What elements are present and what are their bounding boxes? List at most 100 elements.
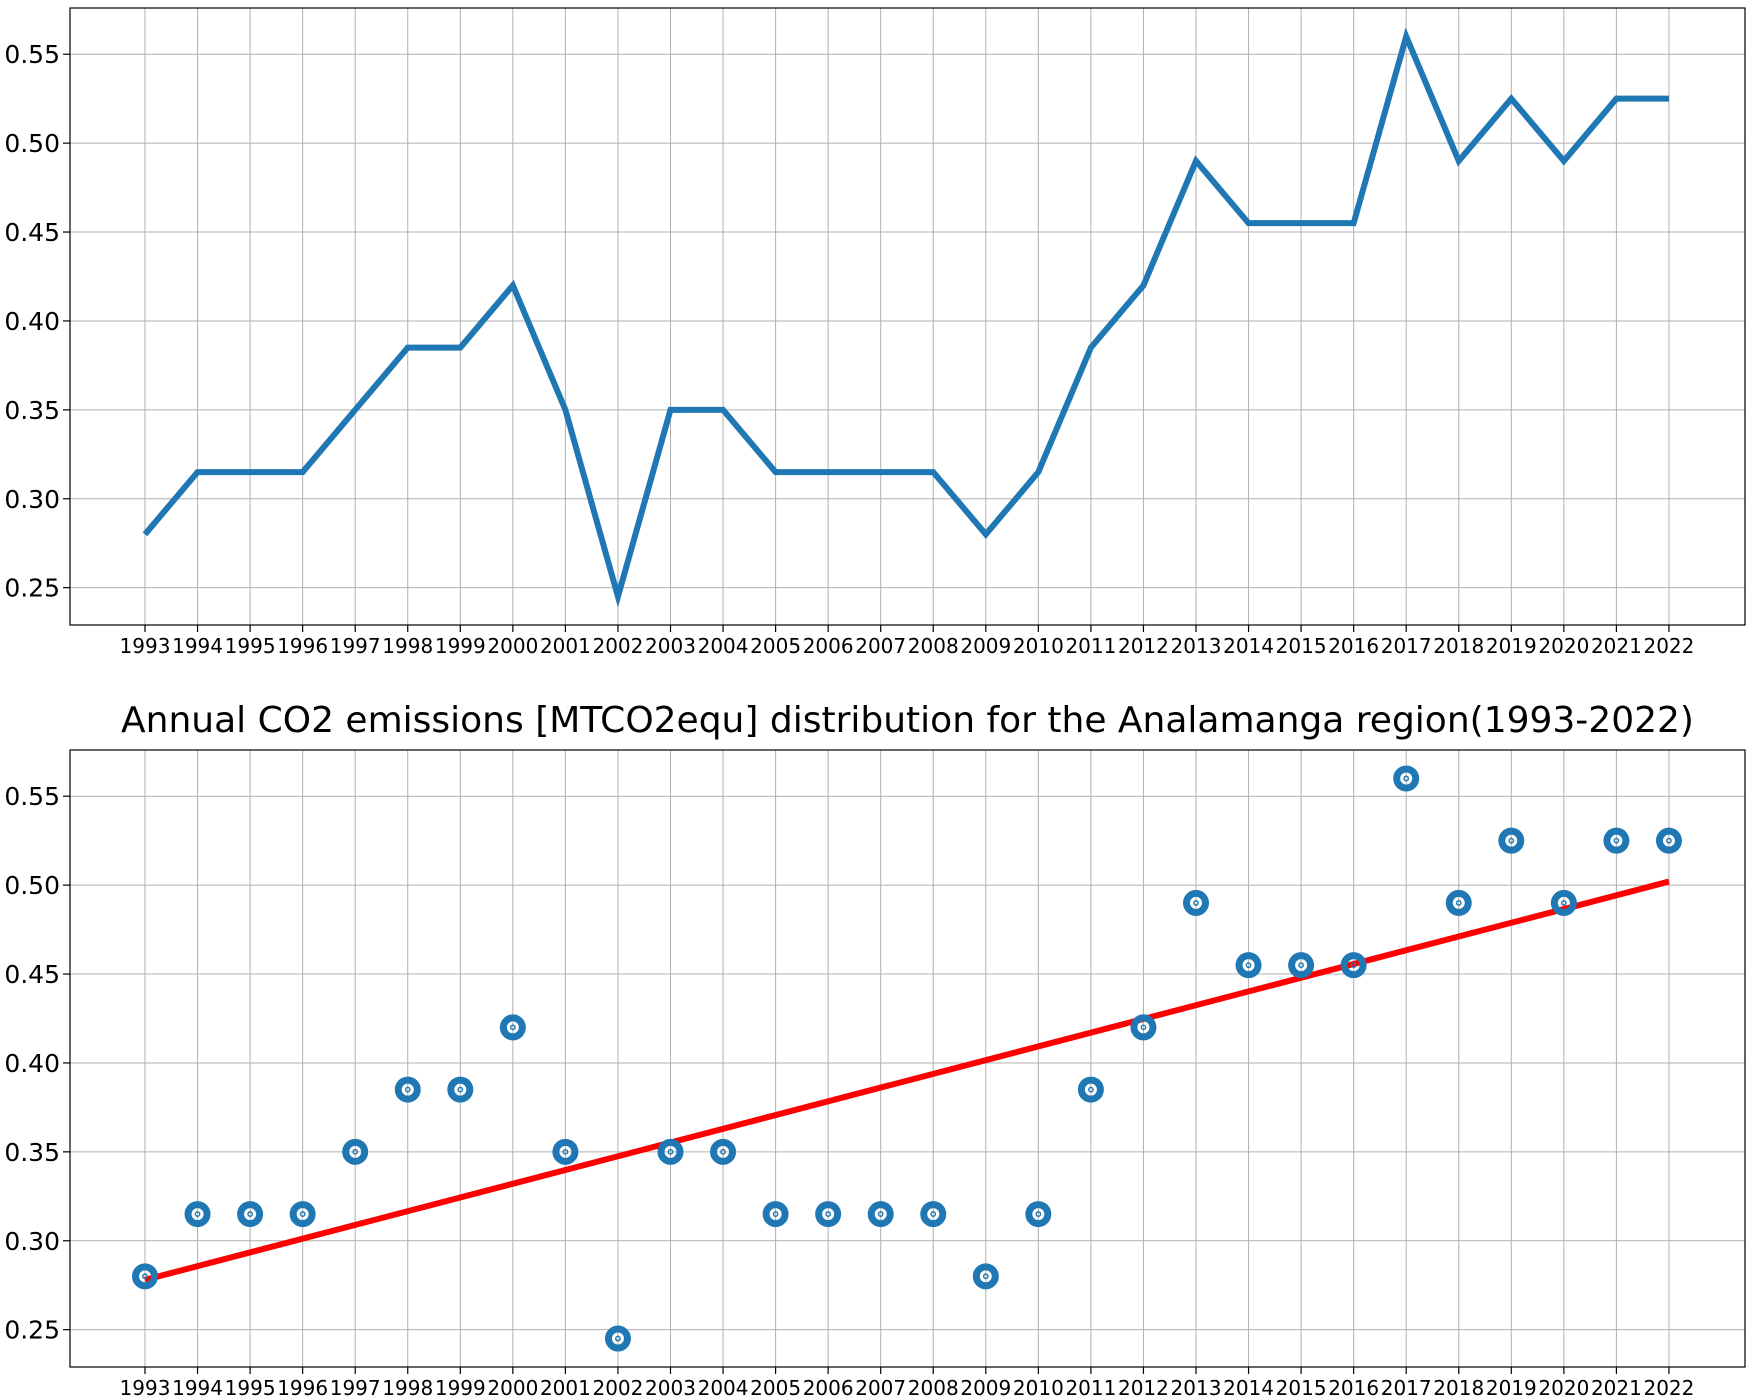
scatter-point-center	[194, 1211, 201, 1217]
scatter-point-center	[1613, 837, 1620, 844]
scatter-point	[289, 1201, 316, 1228]
scatter-point	[710, 1138, 737, 1165]
scatter-point	[815, 1201, 842, 1228]
y-axis: 0.25 0.30 0.35 0.40 0.45 0.50 0.55	[4, 782, 70, 1345]
grid	[70, 8, 1745, 625]
x-tick-label: 1997	[330, 634, 381, 658]
y-axis: 0.25 0.30 0.35 0.40 0.45 0.50 0.55	[4, 40, 70, 603]
x-tick-label: 2022	[1643, 1376, 1694, 1399]
x-tick-label: 2000	[487, 1376, 538, 1399]
chart-title: Annual CO2 emissions [MTCO2equ] distribu…	[121, 700, 1694, 741]
x-tick-label: 2015	[1276, 1376, 1327, 1399]
scatter-point-center	[720, 1148, 726, 1155]
scatter-point-center	[930, 1211, 937, 1217]
x-tick-label: 2001	[540, 1376, 591, 1399]
scatter-point	[1130, 1014, 1157, 1041]
x-tick-label: 2005	[750, 634, 801, 658]
y-tick-label: 0.25	[4, 1316, 60, 1345]
scatter-point	[1025, 1201, 1052, 1228]
x-tick-label: 2019	[1486, 634, 1537, 658]
x-tick-label: 2022	[1643, 634, 1694, 658]
x-tick-label: 2003	[645, 1376, 696, 1399]
scatter-point	[447, 1076, 474, 1103]
x-tick-label: 2021	[1591, 1376, 1642, 1399]
x-tick-label: 1996	[277, 1376, 328, 1399]
scatter-point-center	[1508, 837, 1515, 844]
scatter-point	[1077, 1076, 1104, 1103]
x-tick-label: 1999	[435, 634, 486, 658]
x-tick-label: 2012	[1118, 634, 1169, 658]
scatter-point-center	[562, 1148, 569, 1155]
x-tick-label: 2002	[592, 1376, 643, 1399]
x-tick-label: 2010	[1013, 1376, 1064, 1399]
scatter-point-center	[825, 1211, 832, 1217]
y-tick-label: 0.40	[4, 307, 60, 336]
scatter-point	[1288, 952, 1315, 979]
y-tick-label: 0.25	[4, 574, 60, 603]
y-tick-label: 0.35	[4, 1138, 60, 1167]
x-tick-label: 2003	[645, 634, 696, 658]
x-tick-label: 2013	[1171, 634, 1222, 658]
x-tick-label: 2018	[1433, 1376, 1484, 1399]
x-tick-label: 2007	[855, 1376, 906, 1399]
scatter-point	[1393, 765, 1420, 792]
scatter-point-center	[667, 1148, 674, 1155]
trend-line	[144, 878, 1670, 1283]
scatter-point	[1340, 952, 1367, 979]
scatter-point-center	[877, 1211, 884, 1217]
y-tick-label: 0.50	[4, 871, 60, 900]
x-tick-label: 2006	[803, 634, 854, 658]
scatter-point-center	[299, 1211, 306, 1217]
y-tick-label: 0.35	[4, 396, 60, 425]
x-tick-label: 2004	[698, 634, 749, 658]
x-axis: 1993 1994 1995 1996 1997 1998 1999 2000 2001 2002…	[120, 625, 1694, 658]
x-tick-label: 2000	[487, 634, 538, 658]
scatter-point-center	[772, 1211, 779, 1217]
x-tick-label: 1995	[225, 634, 276, 658]
x-tick-label: 2010	[1013, 634, 1064, 658]
scatter-point-center	[1193, 900, 1199, 906]
x-tick-label: 2017	[1381, 634, 1432, 658]
x-tick-label: 1993	[120, 1376, 171, 1399]
x-tick-label: 2008	[908, 634, 959, 658]
scatter-point-center	[1298, 962, 1305, 969]
x-tick-label: 2016	[1328, 634, 1379, 658]
x-tick-label: 2006	[803, 1376, 854, 1399]
plot-frame	[69, 7, 1746, 626]
scatter-point-center	[142, 1273, 148, 1280]
scatter-point-center	[404, 1086, 411, 1093]
x-tick-label: 2008	[908, 1376, 959, 1399]
scatter-point-center	[352, 1148, 359, 1155]
x-tick-label: 1997	[330, 1376, 381, 1399]
y-tick-label: 0.55	[4, 782, 60, 811]
x-tick-label: 1994	[172, 634, 223, 658]
scatter-point	[499, 1014, 526, 1041]
x-tick-label: 2001	[540, 634, 591, 658]
scatter-point-center	[1403, 775, 1410, 782]
x-tick-label: 2014	[1223, 1376, 1274, 1399]
scatter-point	[867, 1201, 894, 1228]
scatter-point	[604, 1325, 631, 1352]
x-tick-label: 2016	[1328, 1376, 1379, 1399]
y-tick-label: 0.30	[4, 1227, 60, 1256]
scatter-point	[184, 1201, 211, 1228]
scatter-points	[132, 765, 1682, 1352]
scatter-point	[237, 1201, 264, 1228]
x-tick-label: 1994	[172, 1376, 223, 1399]
plot-frame	[69, 749, 1746, 1368]
scatter-point	[920, 1201, 947, 1228]
scatter-point-center	[615, 1335, 621, 1342]
y-tick-label: 0.45	[4, 960, 60, 989]
scatter-point	[552, 1138, 579, 1165]
x-tick-label: 2021	[1591, 634, 1642, 658]
scatter-point-center	[247, 1211, 254, 1217]
scatter-point	[132, 1263, 158, 1290]
x-axis: 1993 1994 1995 1996 1997 1998 1999 2000 2001 2002…	[120, 1367, 1694, 1399]
x-tick-label: 2017	[1381, 1376, 1432, 1399]
x-tick-label: 2015	[1276, 634, 1327, 658]
x-tick-label: 2007	[855, 634, 906, 658]
scatter-point	[1235, 952, 1262, 979]
scatter-point-center	[1088, 1086, 1094, 1093]
scatter-point	[1550, 889, 1577, 916]
y-tick-label: 0.50	[4, 129, 60, 158]
